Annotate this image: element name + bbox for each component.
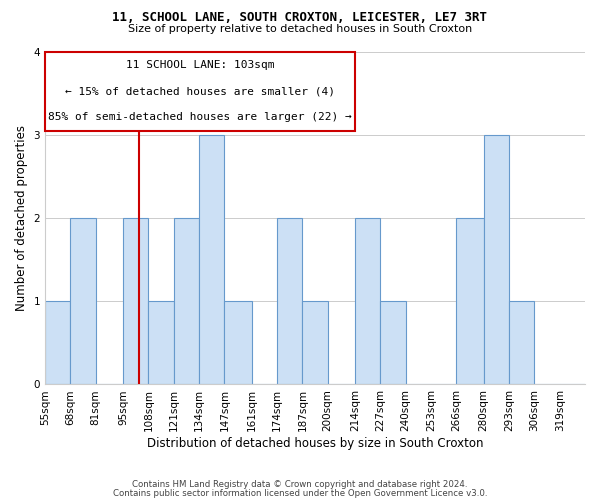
Bar [302, 301, 328, 384]
Bar [457, 218, 484, 384]
Bar [123, 218, 148, 384]
Bar [484, 134, 509, 384]
Bar [380, 301, 406, 384]
FancyBboxPatch shape [45, 52, 355, 130]
Y-axis label: Number of detached properties: Number of detached properties [15, 125, 28, 311]
Bar [224, 301, 251, 384]
Text: Contains HM Land Registry data © Crown copyright and database right 2024.: Contains HM Land Registry data © Crown c… [132, 480, 468, 489]
Bar [277, 218, 302, 384]
Bar [199, 134, 224, 384]
Text: 11, SCHOOL LANE, SOUTH CROXTON, LEICESTER, LE7 3RT: 11, SCHOOL LANE, SOUTH CROXTON, LEICESTE… [113, 11, 487, 24]
X-axis label: Distribution of detached houses by size in South Croxton: Distribution of detached houses by size … [147, 437, 483, 450]
Bar [45, 301, 70, 384]
Text: Size of property relative to detached houses in South Croxton: Size of property relative to detached ho… [128, 24, 472, 34]
Bar [70, 218, 96, 384]
Bar [148, 301, 173, 384]
Text: ← 15% of detached houses are smaller (4): ← 15% of detached houses are smaller (4) [65, 86, 335, 96]
Bar [509, 301, 535, 384]
Text: 85% of semi-detached houses are larger (22) →: 85% of semi-detached houses are larger (… [48, 112, 352, 122]
Bar [355, 218, 380, 384]
Text: Contains public sector information licensed under the Open Government Licence v3: Contains public sector information licen… [113, 490, 487, 498]
Bar [173, 218, 199, 384]
Text: 11 SCHOOL LANE: 103sqm: 11 SCHOOL LANE: 103sqm [126, 60, 274, 70]
